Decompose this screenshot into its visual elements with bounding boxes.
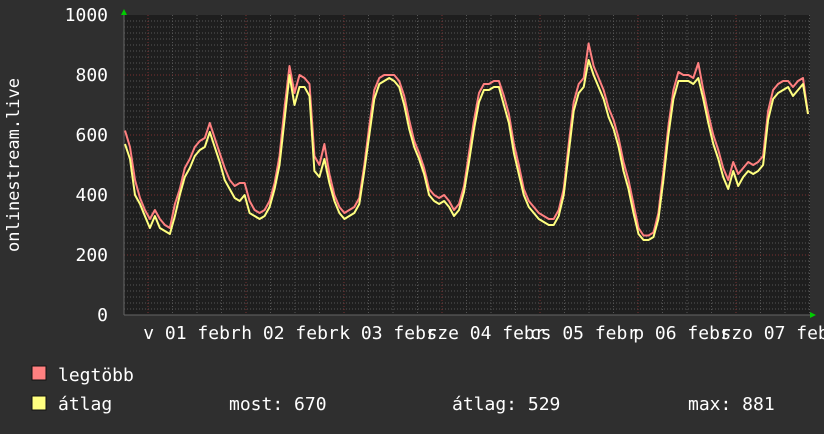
y-tick-label: 200 [75,245,108,266]
legend-max-value: max: 881 [688,394,775,415]
x-tick-label: p 06 febr [633,323,731,344]
legend-swatch-max [31,365,47,381]
y-tick-label: 600 [75,125,108,146]
legend: legtöbb átlag most: 670 átlag: 529 max: … [31,365,775,415]
series-line-max [124,42,809,237]
x-tick-label: v 01 febr [143,323,241,344]
x-tick-label: k 03 febr [339,323,437,344]
y-axis-ticks: 0 200 400 600 800 1000 [65,5,108,326]
x-tick-label: cs 05 febr [530,323,639,344]
y-tick-label: 0 [97,305,108,326]
y-tick-label: 1000 [65,5,108,26]
series-lines [124,42,809,241]
x-tick-label: h 02 febr [241,323,339,344]
y-axis-label: onlinestream.live [4,78,24,252]
y-tick-label: 800 [75,65,108,86]
legend-swatch-avg [31,395,47,411]
x-tick-label: sze 04 febr [426,323,545,344]
legend-avg-value: átlag: 529 [452,394,560,415]
legend-label-avg: átlag [58,394,112,415]
x-axis-arrow-icon [810,312,816,318]
y-tick-label: 400 [75,185,108,206]
x-tick-label: szo 07 febr [720,323,824,344]
legend-now: most: 670 [229,394,327,415]
series-line-avg [124,59,809,241]
legend-label-max: legtöbb [58,365,134,386]
y-axis-arrow-icon [121,9,127,15]
